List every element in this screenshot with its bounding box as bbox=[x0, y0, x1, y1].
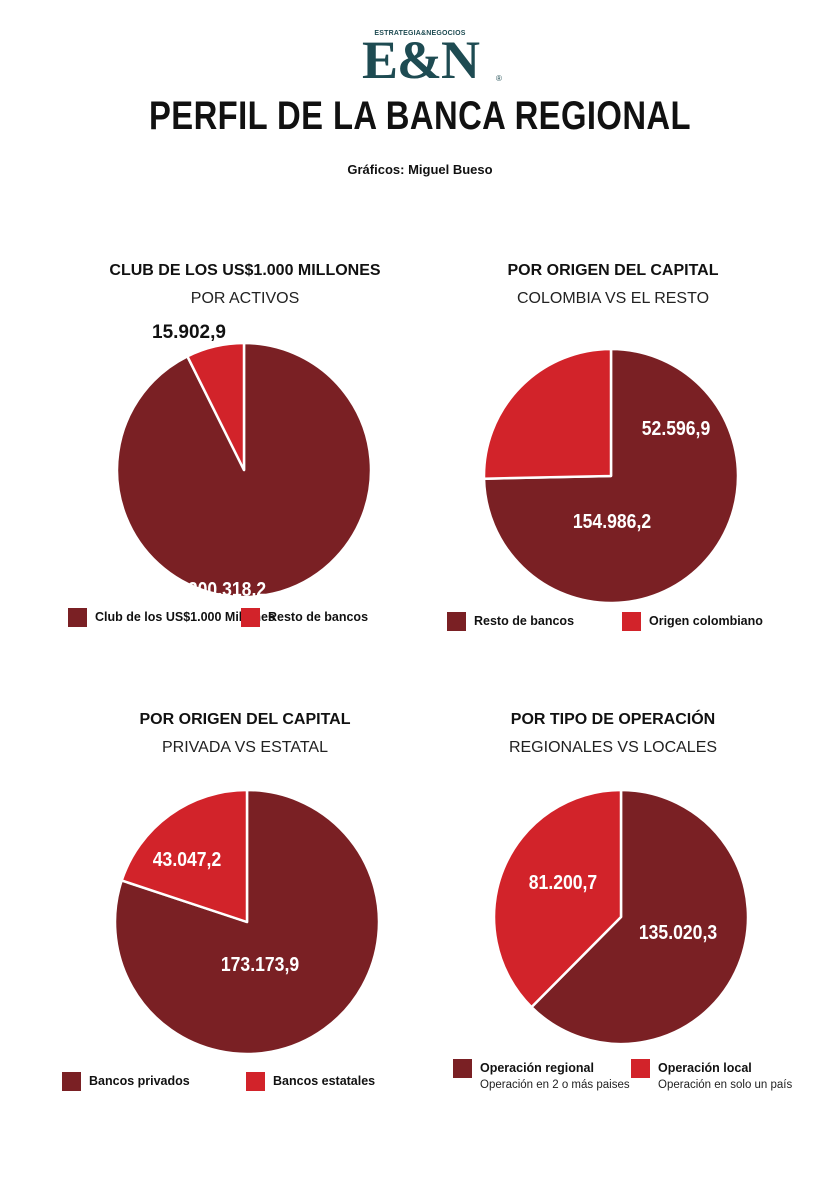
legend-note-local: Operación en solo un país bbox=[658, 1079, 793, 1091]
chart-panel-colombia: POR ORIGEN DEL CAPITAL COLOMBIA VS EL RE… bbox=[413, 262, 813, 682]
slice-value-label: 200.318,2 bbox=[188, 578, 266, 600]
pie-slice-bright bbox=[120, 789, 249, 924]
legend-item-regional: Operación regional Operación en 2 o más … bbox=[453, 1059, 630, 1093]
legend-item-club: Club de los US$1.000 Millones bbox=[68, 608, 275, 627]
legend-item-privados: Bancos privados bbox=[62, 1072, 190, 1091]
legend-label-resto: Resto de bancos bbox=[268, 610, 369, 624]
legend-swatch-colombiano bbox=[622, 612, 641, 631]
chart-title: CLUB DE LOS US$1.000 MILLONES bbox=[109, 262, 381, 279]
chart-subtitle: POR ACTIVOS bbox=[190, 290, 300, 307]
chart-panel-activos: CLUB DE LOS US$1.000 MILLONES POR ACTIVO… bbox=[45, 262, 445, 682]
slice-value-label: 154.986,2 bbox=[573, 510, 651, 532]
legend-item-colombiano: Origen colombiano bbox=[622, 612, 763, 631]
pie-chart: 135.020,3 81.200,7 bbox=[492, 788, 750, 1046]
legend-label-regional: Operación regional bbox=[480, 1061, 594, 1075]
legend-label-estatales: Bancos estatales bbox=[273, 1074, 376, 1088]
legend-swatch-resto bbox=[447, 612, 466, 631]
legend-item-resto: Resto de bancos bbox=[241, 608, 368, 627]
chart-title: POR ORIGEN DEL CAPITAL bbox=[139, 711, 351, 728]
graphics-credit: Gráficos: Miguel Bueso bbox=[347, 162, 493, 177]
legend-item-estatales: Bancos estatales bbox=[246, 1072, 375, 1091]
legend-label-club: Club de los US$1.000 Millones bbox=[95, 610, 275, 624]
legend-swatch-estatales bbox=[246, 1072, 265, 1091]
slice-value-label-resto: 15.902,9 bbox=[152, 322, 226, 343]
chart-title: POR TIPO DE OPERACIÓN bbox=[510, 711, 716, 728]
slice-value-label: 81.200,7 bbox=[529, 871, 597, 893]
brand-logo: ESTRATEGIA&NEGOCIOS E&N ® bbox=[362, 30, 504, 90]
pie-slice-bright bbox=[492, 788, 623, 1009]
pie-slice-dark bbox=[482, 347, 740, 605]
legend-item-local: Operación local Operación en solo un paí… bbox=[631, 1059, 792, 1093]
logo-tagline: ESTRATEGIA&NEGOCIOS bbox=[374, 30, 466, 37]
logo-wordmark: E&N bbox=[362, 30, 480, 90]
pie-slice-bright bbox=[186, 341, 246, 472]
legend-label-colombiano: Origen colombiano bbox=[649, 614, 763, 628]
slice-value-label: 173.173,9 bbox=[221, 953, 299, 975]
legend-label-local: Operación local bbox=[658, 1061, 752, 1075]
pie-slice-dark bbox=[530, 788, 750, 1046]
slice-value-label: 52.596,9 bbox=[642, 417, 710, 439]
pie-chart: 154.986,2 52.596,9 bbox=[482, 347, 740, 605]
legend-label-privados: Bancos privados bbox=[89, 1074, 190, 1088]
pie-chart: 200.318,2 bbox=[115, 341, 373, 600]
legend-swatch-privados bbox=[62, 1072, 81, 1091]
legend-swatch-regional bbox=[453, 1059, 472, 1078]
legend-note-regional: Operación en 2 o más paises bbox=[480, 1079, 630, 1091]
pie-slice-bright bbox=[482, 347, 613, 480]
legend-item-resto: Resto de bancos bbox=[447, 612, 574, 631]
chart-subtitle: REGIONALES VS LOCALES bbox=[508, 739, 718, 756]
chart-subtitle: PRIVADA VS ESTATAL bbox=[162, 739, 328, 756]
page-title: PERFIL DE LA BANCA REGIONAL bbox=[149, 94, 691, 138]
chart-title: POR ORIGEN DEL CAPITAL bbox=[507, 262, 719, 279]
chart-panel-privada: POR ORIGEN DEL CAPITAL PRIVADA VS ESTATA… bbox=[45, 711, 445, 1131]
slice-value-label: 43.047,2 bbox=[153, 848, 221, 870]
legend-swatch-club bbox=[68, 608, 87, 627]
pie-chart: 173.173,9 43.047,2 bbox=[113, 789, 381, 1056]
chart-subtitle: COLOMBIA VS EL RESTO bbox=[516, 290, 710, 307]
slice-value-label: 135.020,3 bbox=[639, 921, 717, 943]
legend-label-resto: Resto de bancos bbox=[474, 614, 575, 628]
legend-swatch-local bbox=[631, 1059, 650, 1078]
logo-registered-mark: ® bbox=[496, 74, 502, 83]
chart-panel-operacion: POR TIPO DE OPERACIÓN REGIONALES VS LOCA… bbox=[413, 711, 813, 1131]
legend-swatch-resto bbox=[241, 608, 260, 627]
